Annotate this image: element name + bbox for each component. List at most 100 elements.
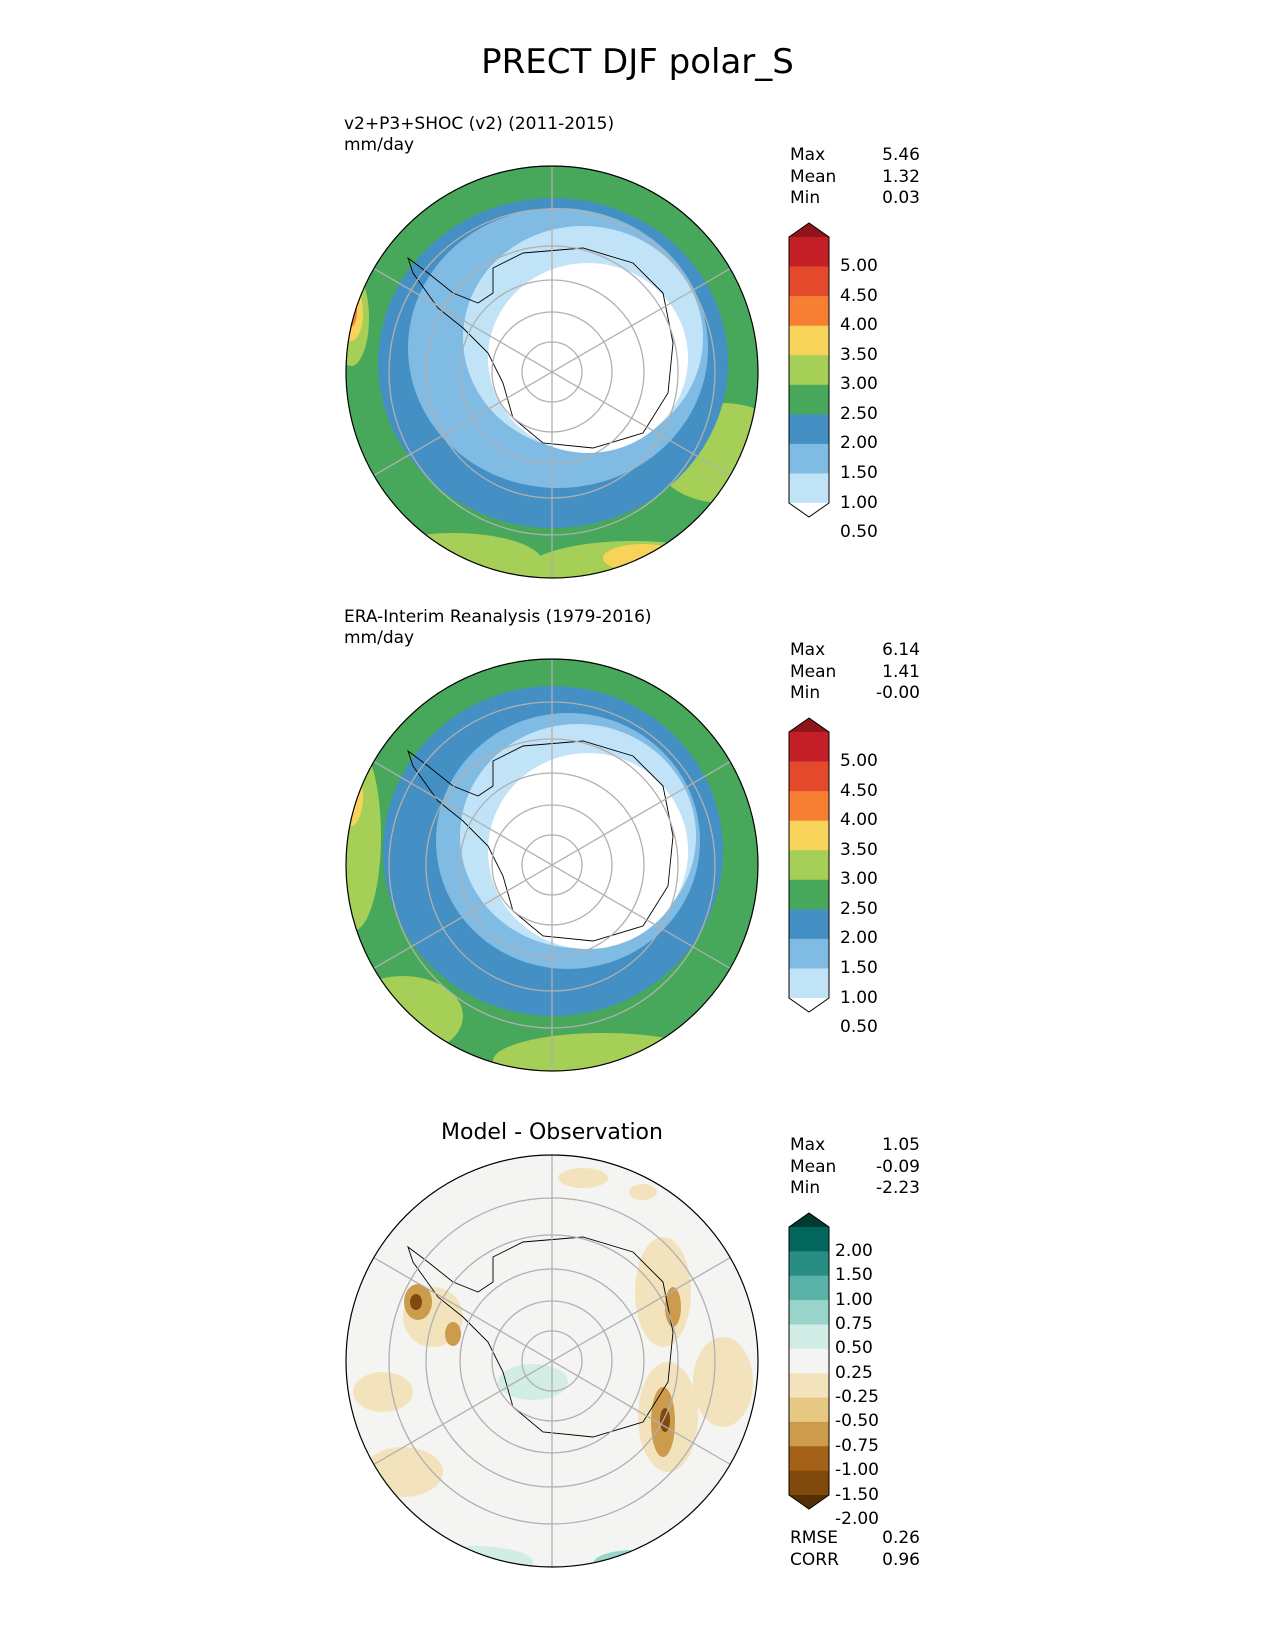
colorbar-tick-label: 2.50 — [840, 403, 878, 424]
colorbar-swatch — [789, 1227, 829, 1252]
colorbar-diff — [788, 1212, 830, 1510]
stat-value: 1.05 — [882, 1135, 920, 1155]
colorbar-swatch — [789, 237, 829, 267]
colorbar-tick-label: 4.00 — [840, 315, 878, 336]
stat-label: Min — [790, 683, 821, 703]
map-anomaly-dry — [693, 1337, 753, 1427]
metric-value: 0.26 — [882, 1528, 920, 1548]
colorbar-swatch — [789, 968, 829, 999]
coastline — [407, 1236, 674, 1438]
colorbar-tick-label: 2.50 — [840, 898, 878, 919]
colorbar-tick-label: 1.00 — [835, 1289, 873, 1310]
colorbar-swatch — [789, 1213, 829, 1227]
metric-label: CORR — [790, 1549, 839, 1570]
colorbar-swatch — [789, 998, 829, 1012]
colorbar-swatch — [789, 938, 829, 969]
colorbar-swatch — [789, 414, 829, 445]
stat-value: 5.46 — [882, 145, 920, 165]
map-anomaly-dry-strongest — [660, 1408, 670, 1432]
map-region-white — [488, 753, 688, 949]
colorbar-swatch — [789, 355, 829, 386]
colorbar-tick-label: -1.00 — [835, 1460, 879, 1481]
colorbar-tick-label: 2.00 — [840, 928, 878, 949]
colorbar-outline — [788, 222, 830, 518]
colorbar-tick-label: 0.50 — [835, 1338, 873, 1359]
colorbar-swatch — [789, 879, 829, 910]
map-anomaly-dry-strong — [665, 1287, 681, 1327]
colorbar-tick-label: 0.75 — [835, 1313, 873, 1334]
colorbar-tick-label: 0.50 — [840, 522, 878, 543]
stat-value: -2.23 — [876, 1178, 920, 1198]
stat-label: Mean — [790, 1156, 837, 1177]
colorbar-test — [788, 222, 830, 518]
colorbar-tick-label: 2.00 — [835, 1240, 873, 1261]
figure-title: PRECT DJF polar_S — [481, 42, 794, 82]
colorbar-tick-label: 4.00 — [840, 810, 878, 831]
stat-label: Mean — [790, 661, 837, 682]
coastline — [407, 247, 674, 449]
colorbar-tick-label: -2.00 — [835, 1508, 879, 1529]
colorbar-swatch — [789, 503, 829, 517]
metrics-diff: RMSE 0.26 CORR 0.96 — [790, 1528, 920, 1572]
map-boundary — [345, 1154, 759, 1568]
colorbar-swatch — [789, 296, 829, 327]
colorbar-tick-label: 5.00 — [840, 256, 878, 277]
map-region-white — [488, 263, 688, 453]
stat-value: 1.41 — [882, 661, 920, 682]
colorbar-tick-label: 1.00 — [840, 492, 878, 513]
graticule — [370, 659, 734, 1071]
stat-label: Max — [790, 1135, 826, 1155]
stat-value: 0.03 — [882, 188, 920, 208]
map-anomaly-dry-strongest — [410, 1294, 422, 1310]
colorbar-tick-label: 3.50 — [840, 839, 878, 860]
stats-diff: Max 1.05 Mean -0.09 Min -2.23 — [790, 1135, 920, 1201]
map-anomaly-dry — [635, 1237, 691, 1347]
map-anomaly-wet — [498, 1364, 568, 1400]
colorbar-swatch — [789, 1495, 829, 1509]
colorbar-tick-label: -0.25 — [835, 1387, 879, 1408]
map-boundary — [345, 658, 759, 1072]
stats-reference: Max 6.14 Mean 1.41 Min -0.00 — [790, 640, 920, 706]
graticule — [370, 166, 734, 578]
graticule — [370, 1155, 734, 1567]
colorbar-tick-label: 3.50 — [840, 344, 878, 365]
colorbar-tick-label: 1.50 — [840, 957, 878, 978]
colorbar-swatch — [789, 732, 829, 762]
colorbar-tick-label: 0.25 — [835, 1362, 873, 1383]
colorbar-tick-label: 1.50 — [840, 462, 878, 483]
colorbar-swatch — [789, 909, 829, 940]
stats-test: Max 5.46 Mean 1.32 Min 0.03 — [790, 145, 920, 211]
stat-label: Min — [790, 1178, 821, 1198]
stat-value: 6.14 — [882, 640, 920, 660]
colorbar-tick-label: 3.00 — [840, 869, 878, 890]
colorbar-swatch — [789, 718, 829, 732]
colorbar-swatch — [789, 1348, 829, 1374]
colorbar-swatch — [789, 1300, 829, 1325]
colorbar-swatch — [789, 473, 829, 504]
colorbar-swatch — [789, 1470, 829, 1496]
map-region-green-light — [346, 741, 381, 931]
colorbar-reference — [788, 717, 830, 1013]
stat-label: Max — [790, 640, 826, 660]
colorbar-swatch — [789, 1446, 829, 1472]
colorbar-tick-label: 1.50 — [835, 1265, 873, 1286]
colorbar-swatch — [789, 223, 829, 237]
panel-title-test: v2+P3+SHOC (v2) (2011-2015) mm/day — [344, 114, 615, 155]
colorbar-tick-label: -0.75 — [835, 1435, 879, 1456]
colorbar-swatch — [789, 1275, 829, 1301]
panel-title-diff: Model - Observation — [441, 1120, 663, 1145]
colorbar-swatch — [789, 443, 829, 474]
colorbar-tick-label: 1.00 — [840, 987, 878, 1008]
map-anomaly-dry — [629, 1184, 657, 1200]
colorbar-swatch — [789, 761, 829, 792]
colorbar-tick-label: 2.00 — [840, 433, 878, 454]
stat-value: -0.09 — [876, 1156, 920, 1177]
colorbar-swatch — [789, 820, 829, 851]
colorbar-swatch — [789, 1421, 829, 1447]
map-reference — [345, 658, 759, 1072]
colorbar-tick-label: 5.00 — [840, 751, 878, 772]
metric-label: RMSE — [790, 1528, 839, 1548]
metric-value: 0.96 — [882, 1549, 920, 1570]
colorbar-swatch — [789, 1397, 829, 1423]
map-diff — [345, 1154, 759, 1568]
